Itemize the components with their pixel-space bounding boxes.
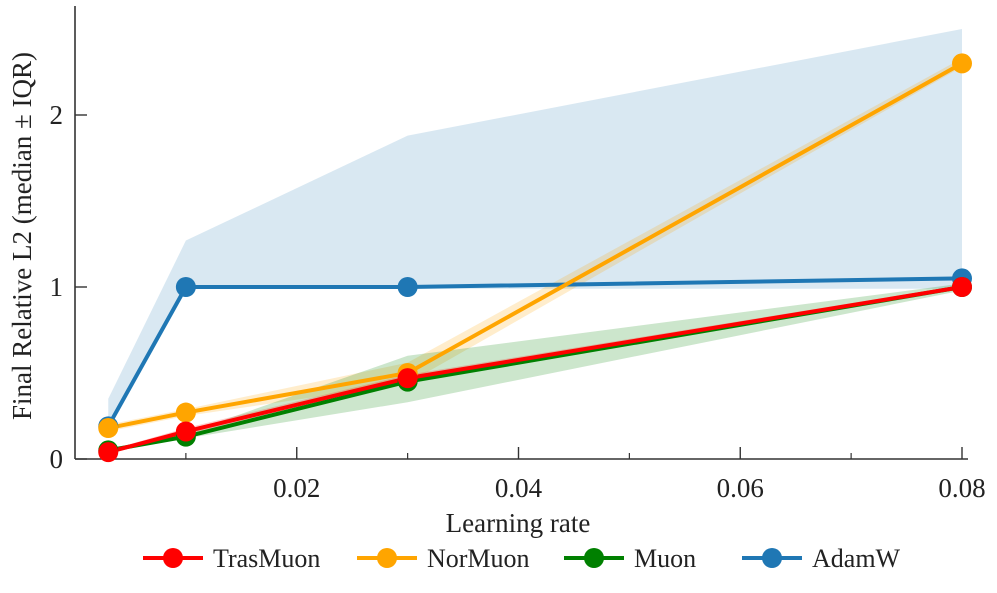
trasmuon-point	[98, 442, 119, 463]
adamw-iqr-band	[108, 29, 962, 427]
trasmuon-point	[397, 368, 418, 389]
ticks: 0.02 0.04 0.06 0.08 0 1 2	[50, 100, 986, 503]
x-axis-label: Learning rate	[446, 508, 591, 538]
legend-muon-marker	[584, 548, 604, 568]
legend-normuon-label: NorMuon	[427, 544, 530, 573]
trasmuon-point	[175, 421, 196, 442]
iqr-bands	[108, 29, 962, 454]
legend-trasmuon-label: TrasMuon	[213, 544, 320, 573]
legend: TrasMuon NorMuon Muon AdamW	[143, 544, 901, 573]
x-tick-label: 0.04	[495, 473, 543, 503]
series-lines	[106, 61, 963, 455]
legend-trasmuon-marker	[163, 548, 183, 568]
adamw-point	[175, 277, 196, 297]
legend-adamw-marker	[762, 548, 782, 568]
legend-adamw-label: AdamW	[812, 544, 901, 573]
y-tick-label: 2	[50, 100, 64, 130]
x-tick-label: 0.06	[717, 473, 764, 503]
normuon-point	[98, 418, 119, 439]
normuon-point	[175, 402, 196, 423]
axes	[74, 6, 968, 460]
x-tick-label: 0.02	[273, 473, 320, 503]
trasmuon-point	[952, 277, 972, 297]
legend-normuon-marker	[377, 548, 397, 568]
legend-muon-label: Muon	[634, 544, 696, 573]
x-tick-label: 0.08	[938, 473, 985, 503]
muon-iqr-band	[108, 283, 962, 453]
series-points	[98, 53, 972, 463]
normuon-line	[107, 61, 963, 431]
y-tick-label: 0	[50, 444, 64, 474]
y-tick-label: 1	[50, 272, 64, 302]
adamw-line	[106, 276, 963, 428]
adamw-point	[397, 277, 418, 297]
normuon-point	[952, 53, 972, 74]
y-axis-label: Final Relative L2 (median ± IQR)	[7, 52, 37, 420]
trasmuon-line	[107, 285, 963, 455]
